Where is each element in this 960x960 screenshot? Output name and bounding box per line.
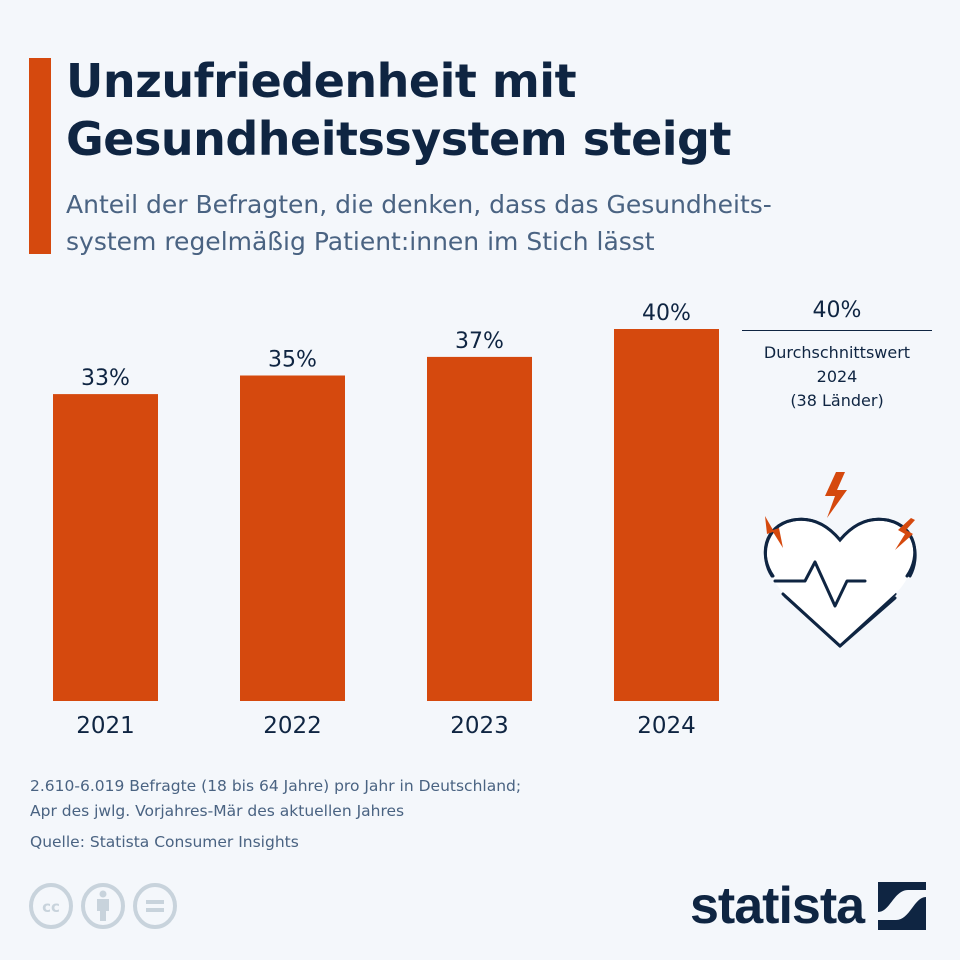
bar-value-label: 35% (268, 348, 317, 373)
statista-logo-icon (878, 882, 927, 930)
cc-icon[interactable]: cc (28, 882, 74, 930)
license-icons: cc (28, 882, 178, 930)
heart-fill (767, 521, 913, 644)
x-tick-label: 2021 (76, 713, 135, 739)
average-box: 40% Durchschnittswert 2024 (38 Länder) (742, 296, 932, 413)
average-caption-line-2: 2024 (816, 367, 858, 386)
heart-pulse-icon (763, 472, 917, 648)
statista-logo[interactable]: statista (690, 877, 927, 935)
average-value: 40% (742, 296, 932, 331)
lightning-bolt-icon (765, 516, 783, 548)
footnote-line-1: 2.610-6.019 Befragte (18 bis 64 Jahre) p… (30, 777, 522, 795)
attribution-icon[interactable] (80, 882, 126, 930)
x-tick-label: 2024 (637, 713, 696, 739)
bar-2022 (240, 375, 345, 701)
average-caption: Durchschnittswert 2024 (38 Länder) (742, 341, 932, 413)
pulse-line (773, 560, 867, 608)
logo-text: statista (690, 877, 865, 935)
bar-value-label: 33% (81, 366, 130, 391)
page-title: Unzufriedenheit mit Gesundheitssystem st… (66, 52, 731, 168)
bar-value-label: 37% (455, 329, 504, 354)
lightning-bolt-icon (895, 518, 915, 550)
svg-text:cc: cc (42, 898, 60, 916)
bar-2024 (614, 329, 719, 701)
source-text: Quelle: Statista Consumer Insights (30, 833, 299, 851)
title-accent-bar (29, 58, 51, 254)
footnote: 2.610-6.019 Befragte (18 bis 64 Jahre) p… (30, 774, 521, 855)
subtitle-line-2: system regelmäßig Patient:innen im Stich… (66, 227, 655, 256)
no-derivatives-icon[interactable] (132, 882, 178, 930)
average-caption-line-3: (38 Länder) (790, 391, 884, 410)
bar-2021 (53, 394, 158, 701)
average-caption-line-1: Durchschnittswert (763, 343, 911, 362)
bar-value-label: 40% (642, 301, 691, 326)
title-line-2: Gesundheitssystem steigt (66, 112, 731, 166)
x-tick-label: 2022 (263, 713, 322, 739)
title-line-1: Unzufriedenheit mit (66, 54, 577, 108)
subtitle: Anteil der Befragten, die denken, dass d… (66, 186, 926, 260)
footnote-line-2: Apr des jwlg. Vorjahres-Mär des aktuelle… (30, 802, 405, 820)
bar-2023 (427, 356, 532, 701)
lightning-bolt-icon (825, 472, 847, 518)
subtitle-line-1: Anteil der Befragten, die denken, dass d… (66, 190, 772, 219)
x-tick-label: 2023 (450, 713, 509, 739)
